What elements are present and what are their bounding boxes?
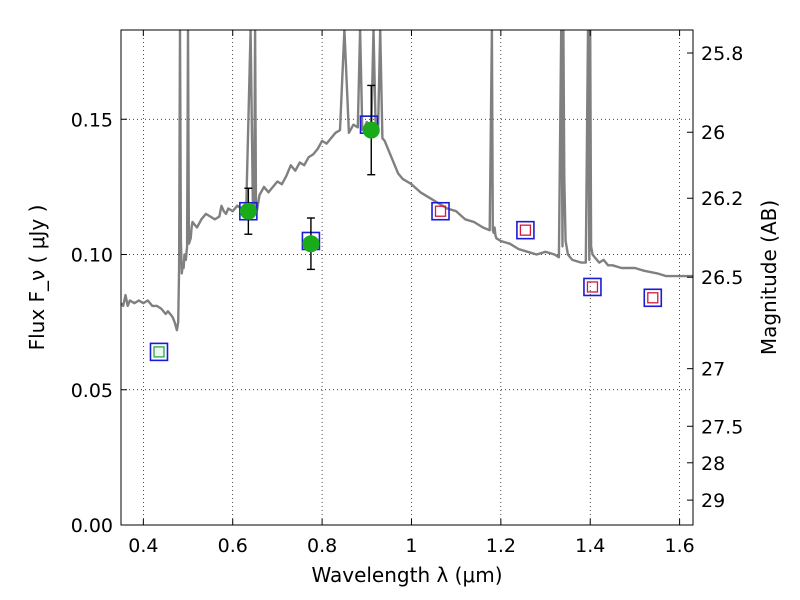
- y-tick-label: 0.10: [71, 245, 113, 267]
- ticks: 0.4 0.6 0.8 1 1.2 1.4 1.6 0.00 0.05 0.10 0.15 25.8 2…: [71, 30, 743, 557]
- y2-tick-label: 26.5: [701, 267, 743, 289]
- y2-tick-label: 27: [701, 359, 725, 381]
- y2-tick-label: 26: [701, 122, 725, 144]
- observed-point: [239, 202, 257, 220]
- x-axis-label: Wavelength λ (μm): [311, 563, 502, 587]
- model-photometry-box: [149, 342, 169, 362]
- observed-point: [362, 121, 380, 139]
- model-photometry-box: [643, 288, 663, 308]
- model-photometry-inner-red: [434, 205, 447, 217]
- plot-area: [121, 30, 693, 332]
- model-photometry-box: [431, 201, 450, 221]
- y2-tick-label: 28: [701, 453, 725, 475]
- model-photometry-inner-red: [647, 292, 659, 304]
- y2-tick-label: 27.5: [701, 416, 743, 438]
- y-tick-label: 0.05: [71, 380, 113, 402]
- y2-axis-label: Magnitude (AB): [757, 200, 781, 355]
- x-tick-label: 0.6: [218, 535, 248, 557]
- x-tick-label: 1.4: [575, 535, 605, 557]
- model-spectrum-line: [121, 30, 693, 332]
- plot-frame: [120, 29, 694, 526]
- model-photometry-inner-green: [153, 346, 165, 358]
- x-tick-label: 0.8: [307, 535, 337, 557]
- y2-tick-label: 29: [701, 490, 725, 512]
- y2-tick-label: 26.2: [701, 188, 743, 210]
- x-tick-label: 1.2: [486, 535, 516, 557]
- model-photometry-box: [516, 220, 535, 240]
- y-axis-label: Flux F_ν ( μJy ): [25, 205, 49, 351]
- x-tick-label: 0.4: [128, 535, 158, 557]
- markers: [149, 84, 663, 362]
- observed-point: [302, 235, 320, 253]
- model-photometry-inner-red: [586, 281, 599, 293]
- y-tick-label: 0.00: [71, 515, 113, 537]
- y2-tick-label: 25.8: [701, 43, 743, 65]
- model-photometry-box: [583, 277, 602, 297]
- model-photometry-inner-red: [519, 224, 532, 236]
- grid: [121, 30, 693, 526]
- x-tick-label: 1.6: [664, 535, 694, 557]
- y-tick-label: 0.15: [71, 109, 113, 131]
- x-tick-label: 1: [405, 535, 417, 557]
